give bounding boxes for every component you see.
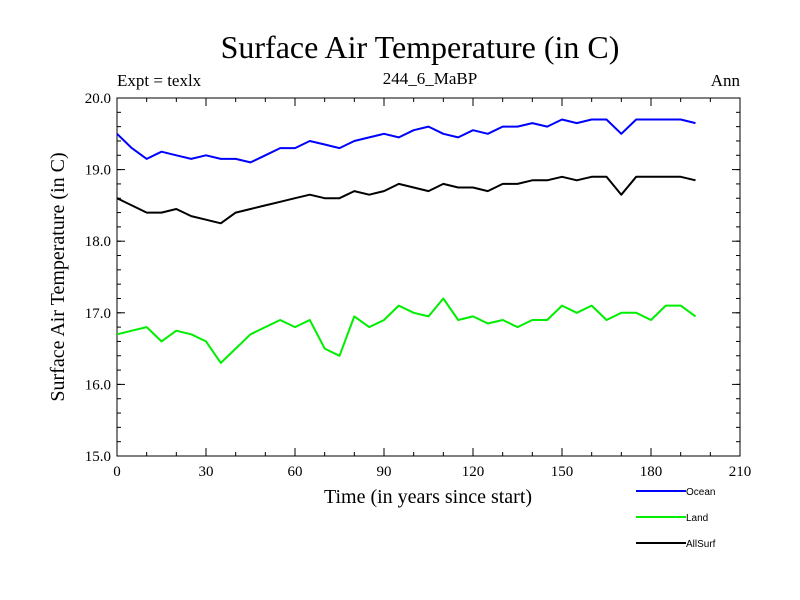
legend-label-land: Land — [686, 513, 708, 524]
x-axis-label: Time (in years since start) — [324, 486, 532, 508]
series-lines — [116, 118, 697, 364]
y-tick-label: 17.0 — [85, 306, 111, 322]
x-tick-label: 90 — [377, 464, 392, 480]
chart-title: Surface Air Temperature (in C) — [221, 29, 620, 65]
x-tick-label: 210 — [729, 464, 752, 480]
series-line-land — [116, 297, 697, 364]
x-tick-label: 180 — [640, 464, 663, 480]
legend-label-ocean: Ocean — [686, 487, 715, 498]
x-tick-label: 0 — [113, 464, 121, 480]
y-tick-label: 16.0 — [85, 377, 111, 393]
period-label: Ann — [711, 71, 741, 90]
x-tick-label: 120 — [462, 464, 485, 480]
legend: Ocean Land AllSurf — [636, 487, 716, 550]
experiment-label: Expt = texlx — [117, 71, 202, 90]
y-axis: 15.0 16.0 17.0 18.0 19.0 20.0 — [85, 91, 740, 465]
y-tick-label: 20.0 — [85, 91, 111, 107]
series-line-allsurf — [116, 175, 696, 225]
plot-frame — [116, 97, 741, 457]
y-axis-label: Surface Air Temperature (in C) — [47, 152, 69, 401]
y-tick-label: 19.0 — [85, 163, 111, 179]
y-tick-label: 15.0 — [85, 449, 111, 465]
chart-subtitle: 244_6_MaBP — [383, 69, 477, 88]
x-tick-label: 60 — [288, 464, 303, 480]
series-line-ocean — [116, 118, 696, 164]
y-tick-label: 18.0 — [85, 234, 111, 250]
x-axis: 0 30 60 90 120 150 180 210 — [113, 98, 751, 480]
x-tick-label: 150 — [551, 464, 574, 480]
x-tick-label: 30 — [199, 464, 214, 480]
legend-label-allsurf: AllSurf — [686, 539, 716, 550]
